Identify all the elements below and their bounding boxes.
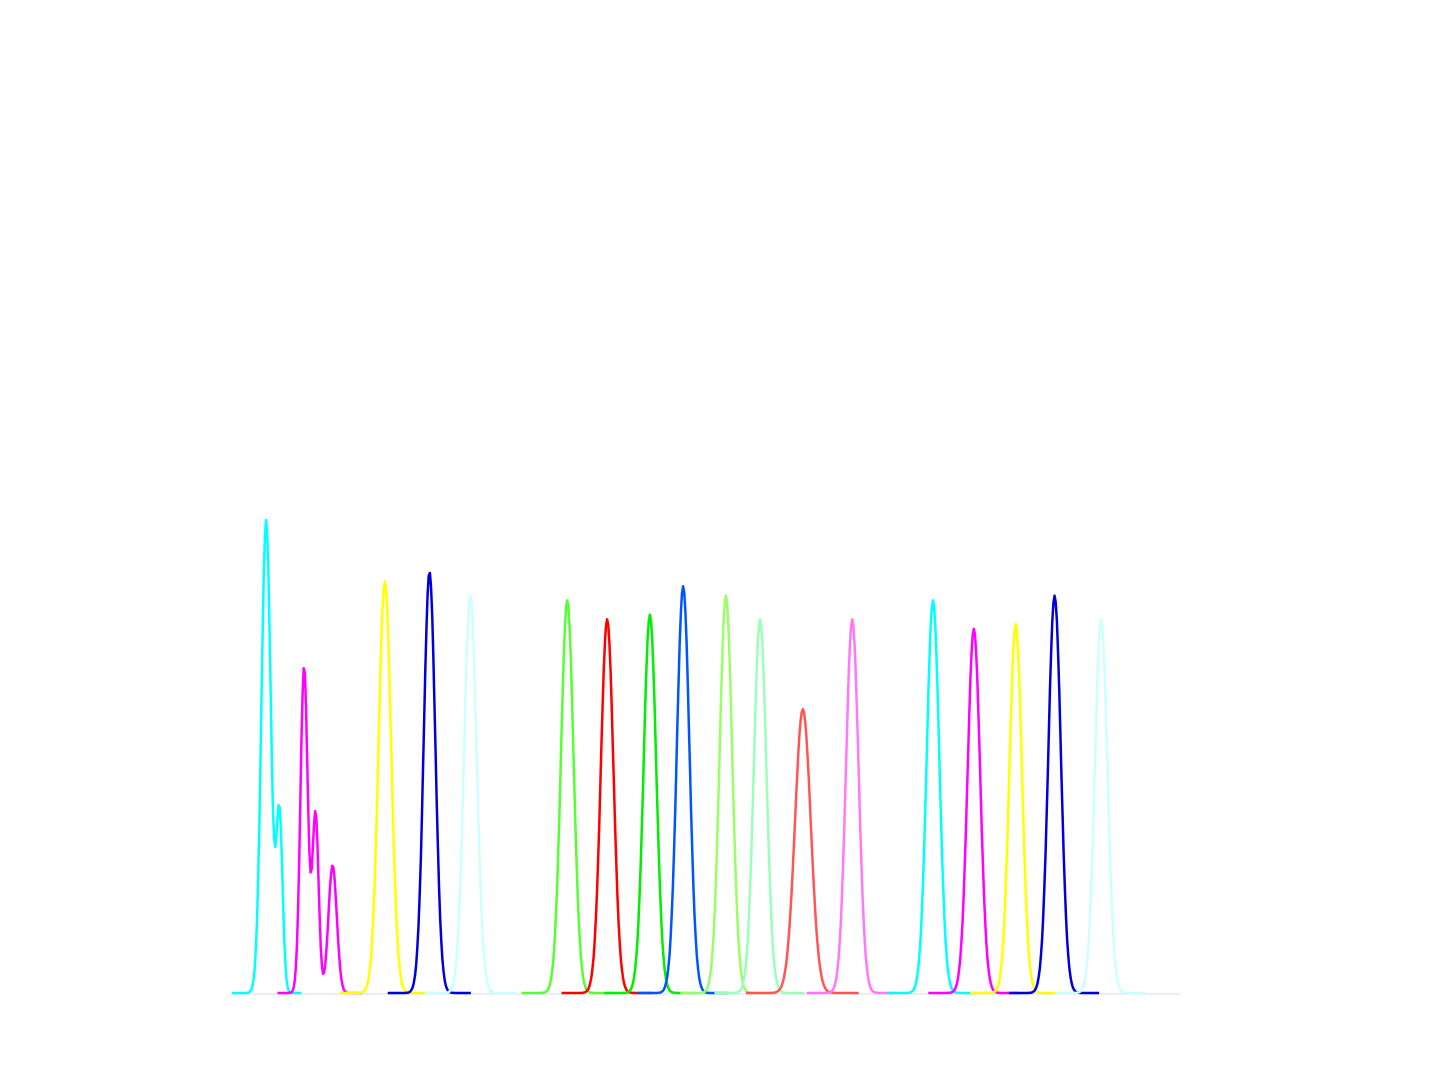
series-line-5 [424, 594, 517, 995]
series-line-8 [604, 613, 696, 995]
series-line-6 [521, 599, 613, 995]
series-line-15 [928, 627, 1019, 995]
series-line-1 [231, 518, 302, 995]
series-line-11 [714, 618, 805, 995]
series-line-13 [806, 618, 897, 995]
series-line-17 [1008, 594, 1100, 995]
series-line-9 [637, 584, 729, 995]
plot-area [230, 518, 1180, 995]
series-line-18 [1055, 618, 1146, 995]
series-line-3 [339, 580, 431, 995]
series-line-2 [277, 666, 362, 995]
series-line-16 [969, 622, 1061, 995]
series-line-14 [887, 599, 978, 995]
series-line-4 [387, 571, 472, 995]
series-line-12 [745, 707, 859, 995]
